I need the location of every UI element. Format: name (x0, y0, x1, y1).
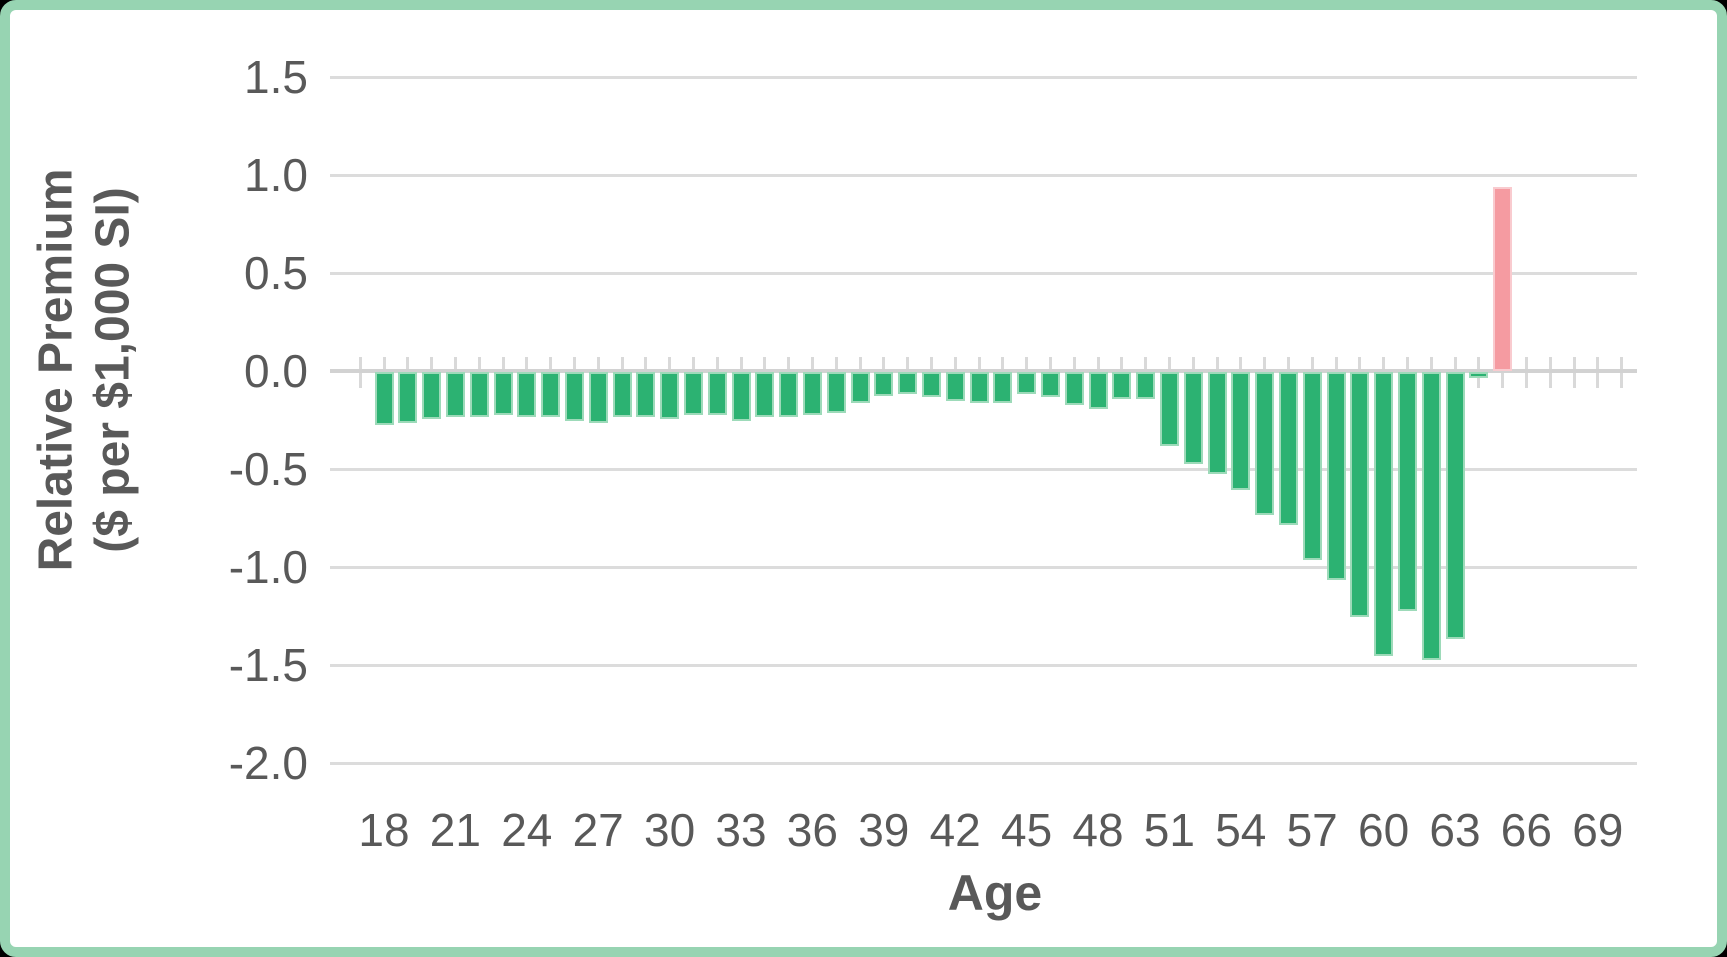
bar-age-26 (564, 372, 584, 421)
y-axis-title-line1: Relative Premium (29, 168, 83, 572)
bar-age-29 (636, 372, 656, 418)
bar-age-49 (1112, 372, 1132, 400)
x-tick-label-63: 63 (1429, 804, 1481, 856)
x-tick-label-39: 39 (858, 804, 910, 856)
bar-age-60 (1374, 372, 1394, 657)
bar-age-53 (1207, 372, 1227, 474)
bar-age-32 (707, 372, 727, 416)
x-tick-label-51: 51 (1143, 804, 1195, 856)
bar-age-35 (779, 372, 799, 418)
x-tick-label-60: 60 (1358, 804, 1410, 856)
bar-age-30 (660, 372, 680, 420)
bar-age-38 (850, 372, 870, 404)
bar-age-54 (1231, 372, 1251, 490)
x-tick-label-42: 42 (929, 804, 981, 856)
bar-age-21 (445, 372, 465, 418)
gridline-y--1 (330, 565, 1637, 569)
bar-age-52 (1183, 372, 1203, 465)
x-tick-label-21: 21 (429, 804, 481, 856)
x-tick-label-30: 30 (644, 804, 696, 856)
x-tick-label-57: 57 (1286, 804, 1338, 856)
y-tick-label-0.0: 0.0 (244, 345, 308, 397)
gridline-y--2 (330, 761, 1637, 765)
bar-age-20 (422, 372, 442, 420)
x-tick-label-27: 27 (572, 804, 624, 856)
bar-age-25 (541, 372, 561, 418)
bar-age-48 (1088, 372, 1108, 410)
bar-age-56 (1278, 372, 1298, 525)
y-tick-label--2.0: -2.0 (228, 737, 308, 789)
y-tick-label-1.5: 1.5 (244, 51, 308, 103)
x-tick-label-18: 18 (358, 804, 410, 856)
bar-age-23 (493, 372, 513, 416)
bar-age-45 (1017, 372, 1037, 394)
x-tick-label-66: 66 (1500, 804, 1552, 856)
bar-age-18 (374, 372, 394, 425)
bar-age-58 (1326, 372, 1346, 580)
gridline-y--1.5 (330, 663, 1637, 667)
x-tick-label-45: 45 (1001, 804, 1053, 856)
bar-age-34 (755, 372, 775, 418)
x-tick-label-36: 36 (786, 804, 838, 856)
gridline-y-1.5 (330, 75, 1637, 79)
bar-age-47 (1064, 372, 1084, 406)
bar-age-41 (921, 372, 941, 398)
bar-age-22 (469, 372, 489, 418)
y-tick-label--1.0: -1.0 (228, 541, 308, 593)
gridline-y--0.5 (330, 467, 1637, 471)
bar-age-42 (945, 372, 965, 402)
y-tick-label--1.5: -1.5 (228, 639, 308, 691)
bar-age-31 (683, 372, 703, 416)
y-axis-title: Relative Premium ($ per $1,000 SI) (28, 20, 141, 720)
bar-age-65 (1493, 186, 1513, 371)
x-tick-label-69: 69 (1572, 804, 1624, 856)
gridline-y-0.5 (330, 271, 1637, 275)
bar-age-59 (1350, 372, 1370, 617)
x-tick-label-24: 24 (501, 804, 553, 856)
bar-age-40 (898, 372, 918, 394)
x-axis-title: Age (947, 865, 1043, 921)
bar-age-36 (802, 372, 822, 416)
bar-age-19 (398, 372, 418, 423)
bar-age-64 (1469, 372, 1489, 378)
x-tick-label-48: 48 (1072, 804, 1124, 856)
bar-age-43 (969, 372, 989, 404)
bar-age-51 (1159, 372, 1179, 447)
y-tick-label--0.5: -0.5 (228, 443, 308, 495)
bar-age-61 (1397, 372, 1417, 612)
bar-age-46 (1040, 372, 1060, 398)
bar-age-62 (1421, 372, 1441, 661)
bar-age-28 (612, 372, 632, 418)
gridline-y-1 (330, 173, 1637, 177)
bar-age-27 (588, 372, 608, 423)
bar-age-39 (874, 372, 894, 396)
bar-age-24 (517, 372, 537, 418)
bar-age-63 (1445, 372, 1465, 639)
bar-age-55 (1255, 372, 1275, 516)
bar-age-57 (1302, 372, 1322, 561)
bar-age-44 (993, 372, 1013, 404)
x-tick-label-33: 33 (715, 804, 767, 856)
x-tick-label-54: 54 (1215, 804, 1267, 856)
y-axis-title-line2: ($ per $1,000 SI) (86, 187, 139, 553)
bar-age-33 (731, 372, 751, 421)
bar-age-50 (1136, 372, 1156, 400)
x-axis-zero-line (330, 369, 1637, 373)
y-tick-label-0.5: 0.5 (244, 247, 308, 299)
y-tick-label-1.0: 1.0 (244, 149, 308, 201)
bar-age-37 (826, 372, 846, 414)
